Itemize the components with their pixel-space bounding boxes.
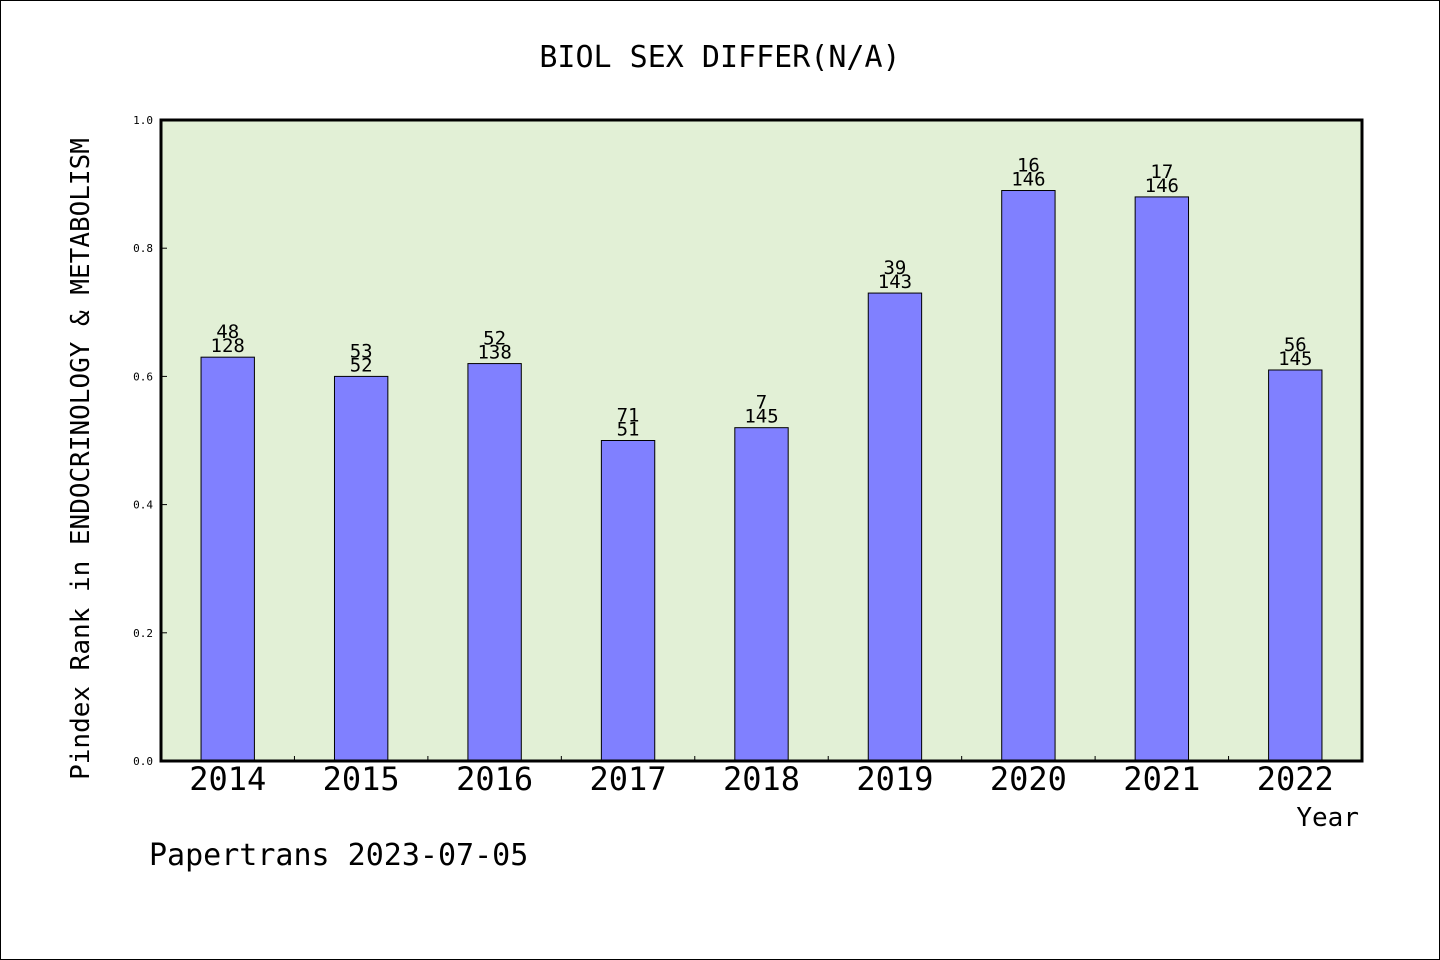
x-tick-label: 2017: [590, 760, 667, 798]
bar-total-label: 146: [1145, 175, 1179, 197]
bar-rank-label: 52: [483, 328, 506, 350]
bar-rank-label: 56: [1284, 334, 1307, 356]
bar-2022: [1268, 369, 1323, 762]
bar-rank-label: 7: [756, 392, 767, 414]
x-axis-label: Year: [1296, 803, 1359, 833]
bar-total-label: 143: [878, 271, 912, 293]
bar-total-label: 52: [350, 354, 373, 376]
footer-credit: Papertrans 2023-07-05: [149, 838, 528, 873]
bar-total-label: 145: [1278, 348, 1312, 370]
plot-border: [159, 118, 1364, 763]
bar-2018: [734, 427, 789, 762]
chart-title: BIOL SEX DIFFER(N/A): [539, 40, 900, 75]
bar-total-label: 146: [1011, 169, 1045, 191]
bar-rank-label: 17: [1150, 161, 1173, 183]
y-tick-label: 0.0: [133, 755, 153, 768]
x-tick-label: 2020: [990, 760, 1067, 798]
bar-rank-label: 53: [350, 340, 373, 362]
bar-2016: [467, 363, 522, 762]
bar-total-label: 128: [211, 335, 245, 357]
y-tick-label: 1.0: [133, 114, 153, 127]
y-tick-label: 0.6: [133, 370, 153, 383]
bar-2014: [200, 356, 255, 762]
y-tick-label: 0.2: [133, 627, 153, 640]
bar-rank-label: 48: [216, 321, 239, 343]
bar-total-label: 145: [744, 406, 778, 428]
bar-rank-label: 16: [1017, 155, 1040, 177]
bar-2015: [333, 375, 389, 762]
x-tick-label: 2014: [189, 760, 266, 798]
bar-total-label: 51: [617, 419, 640, 441]
x-tick-label: 2022: [1257, 760, 1334, 798]
bar-rank-label: 39: [883, 257, 906, 279]
y-tick-label: 0.8: [133, 242, 153, 255]
x-tick-label: 2016: [456, 760, 533, 798]
x-tick-label: 2021: [1123, 760, 1200, 798]
bar-total-label: 138: [477, 342, 511, 364]
x-tick-label: 2015: [323, 760, 400, 798]
y-axis-ticks: 0.0 0.2 0.4 0.6 0.8 1.0: [133, 114, 167, 768]
bar-rank-label: 71: [617, 405, 640, 427]
y-axis-label: Pindex Rank in ENDOCRINOLOGY & METABOLIS…: [66, 138, 96, 780]
y-tick-label: 0.4: [133, 499, 153, 512]
x-tick-label: 2018: [723, 760, 800, 798]
x-axis-ticks: 2014 2015 2016 2017 2018 2019 2020 2021 2022: [189, 756, 1334, 798]
bar-2019: [867, 292, 923, 762]
bar-2017: [600, 440, 656, 762]
bar-2020: [1001, 190, 1056, 762]
bar-2021: [1134, 196, 1190, 762]
x-tick-label: 2019: [856, 760, 933, 798]
